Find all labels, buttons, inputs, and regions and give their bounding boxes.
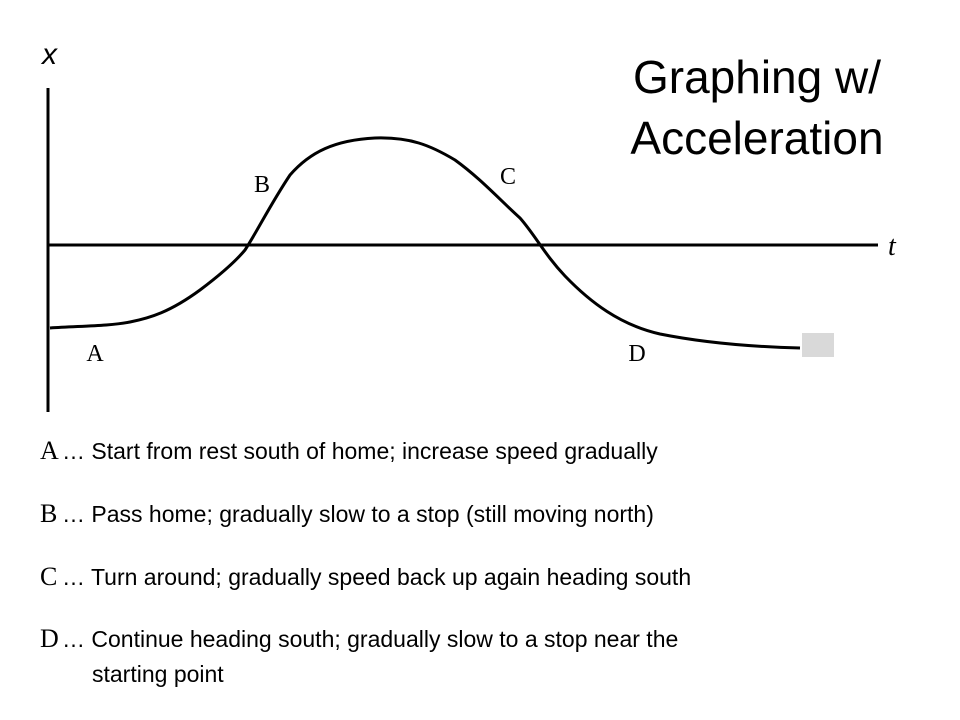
y-axis-label: x [40, 38, 58, 71]
item-letter: A [40, 436, 59, 465]
curve-label: A [86, 341, 104, 367]
title-line: Graphing w/ [633, 51, 881, 103]
item-text: … Continue heading south; gradually slow… [62, 626, 678, 652]
position-curve [49, 136, 801, 350]
item-text: starting point [92, 661, 224, 687]
marker-square [802, 333, 834, 357]
description-list: A… Start from rest south of home; increa… [40, 436, 691, 687]
item-text: … Pass home; gradually slow to a stop (s… [62, 501, 654, 527]
title-line: Acceleration [630, 112, 883, 164]
x-axis-label: t [888, 231, 897, 262]
item-letter: C [40, 562, 57, 591]
curve-label: C [500, 164, 516, 190]
curve-label: D [628, 341, 645, 367]
item-letter: D [40, 624, 59, 653]
curve-label: B [254, 172, 270, 198]
item-text: … Start from rest south of home; increas… [62, 438, 658, 464]
item-text: … Turn around; gradually speed back up a… [62, 564, 691, 590]
item-letter: B [40, 499, 57, 528]
